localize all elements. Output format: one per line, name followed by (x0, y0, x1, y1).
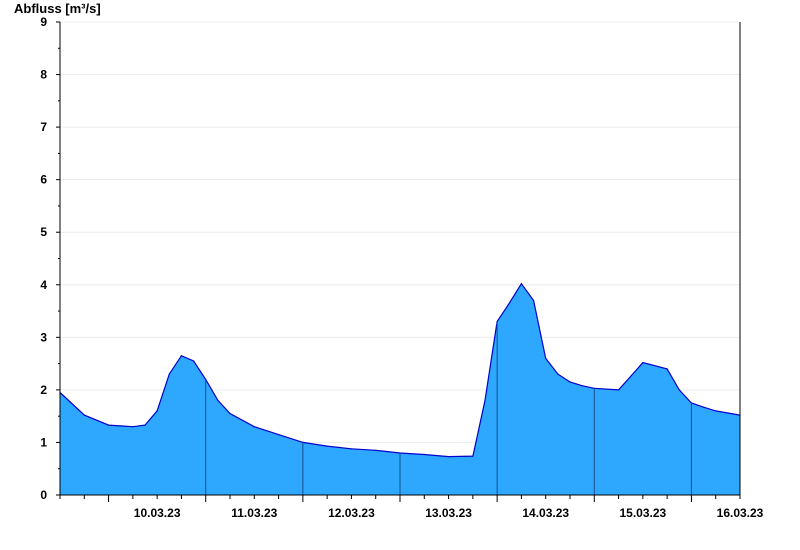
data-point (144, 424, 146, 426)
series-area (59, 282, 741, 495)
data-point (448, 456, 450, 458)
y-axis-title: Abfluss [m³/s] (14, 1, 101, 16)
data-point (508, 302, 510, 304)
data-point (375, 449, 377, 451)
data-point (326, 445, 328, 447)
data-point (156, 410, 158, 412)
y-tick-label: 7 (40, 120, 47, 134)
data-point (533, 299, 535, 302)
y-tick-label: 8 (40, 68, 47, 82)
data-point (193, 360, 195, 362)
data-point (350, 448, 352, 450)
day-separator-lines (205, 321, 692, 495)
x-tick-label: 12.03.23 (328, 506, 375, 520)
area-fill (60, 283, 740, 495)
data-point (484, 399, 486, 401)
y-tick-label: 4 (40, 278, 47, 292)
data-point (229, 412, 231, 415)
data-point (253, 426, 255, 428)
x-tick-label: 14.03.23 (522, 506, 569, 520)
y-tick-label: 1 (40, 435, 47, 449)
x-tick-label: 16.03.23 (717, 506, 764, 520)
data-point (423, 453, 425, 456)
data-point (168, 373, 170, 375)
y-tick-label: 2 (40, 383, 47, 397)
y-tick-label: 0 (40, 488, 47, 502)
data-point (132, 426, 134, 428)
data-point (642, 362, 644, 364)
x-tick-label: 13.03.23 (425, 506, 472, 520)
data-point (278, 434, 280, 436)
y-tick-label: 5 (40, 225, 47, 239)
data-point (108, 424, 110, 426)
data-point (666, 368, 668, 370)
data-point (569, 381, 571, 383)
data-point (581, 385, 583, 387)
y-tick-label: 9 (40, 15, 47, 29)
data-point (715, 410, 717, 412)
data-point (217, 399, 219, 401)
data-point (557, 373, 559, 375)
data-point (678, 389, 680, 391)
data-point (618, 389, 620, 391)
data-point (703, 406, 705, 408)
data-point (83, 414, 85, 416)
data-point (520, 283, 523, 285)
series-line (59, 282, 741, 458)
x-tick-label: 10.03.23 (134, 506, 181, 520)
y-axis-ticks: 0 1 2 3 4 5 6 7 8 9 (40, 15, 60, 502)
data-point (545, 357, 547, 359)
y-tick-label: 6 (40, 173, 47, 187)
x-axis-ticks: 10.03.23 11.03.23 12.03.23 13.03.23 14.03.23… (59, 495, 764, 520)
x-tick-label: 11.03.23 (231, 506, 277, 520)
data-point (472, 455, 474, 457)
y-tick-label: 3 (40, 330, 47, 344)
x-tick-label: 15.03.23 (619, 506, 666, 520)
data-point (180, 355, 182, 357)
